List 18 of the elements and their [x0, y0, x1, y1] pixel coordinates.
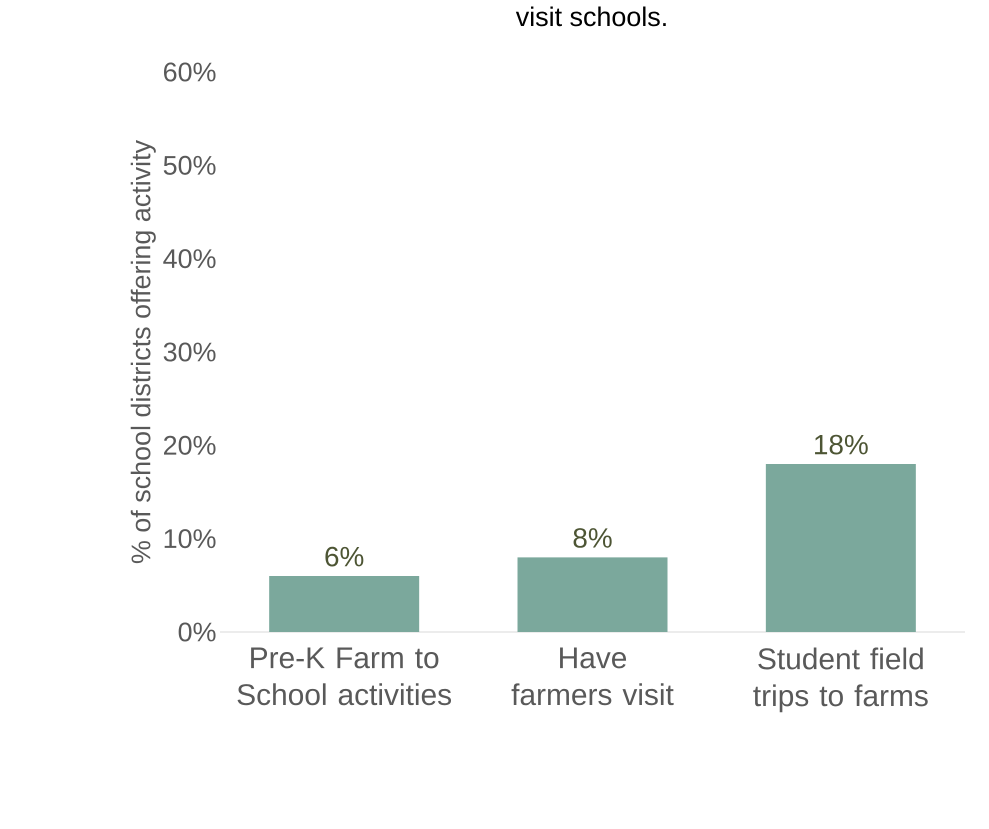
y-tick-label: 40% — [163, 249, 216, 268]
y-axis-title: % of school districts offering activity — [130, 140, 156, 564]
x-tick-label: Pre-K Farm to School activities — [238, 648, 452, 706]
y-tick-label: 0% — [178, 622, 216, 642]
y-tick-label: 60% — [164, 62, 216, 82]
y-tick-label: 20% — [164, 436, 216, 455]
y-tick-label: 10% — [164, 529, 216, 548]
y-tick-label: 30% — [164, 342, 216, 362]
bar — [269, 576, 420, 632]
bar — [766, 464, 916, 632]
x-tick-label: Have farmers visit — [512, 648, 674, 706]
bar — [518, 557, 668, 632]
chart-title: visit schools. — [516, 6, 666, 26]
data-label: 6% — [325, 546, 364, 566]
x-tick-label: Student field trips to farms — [753, 648, 928, 712]
data-label: 8% — [574, 528, 612, 548]
y-tick-label: 50% — [164, 156, 216, 175]
data-label: 18% — [815, 434, 868, 454]
